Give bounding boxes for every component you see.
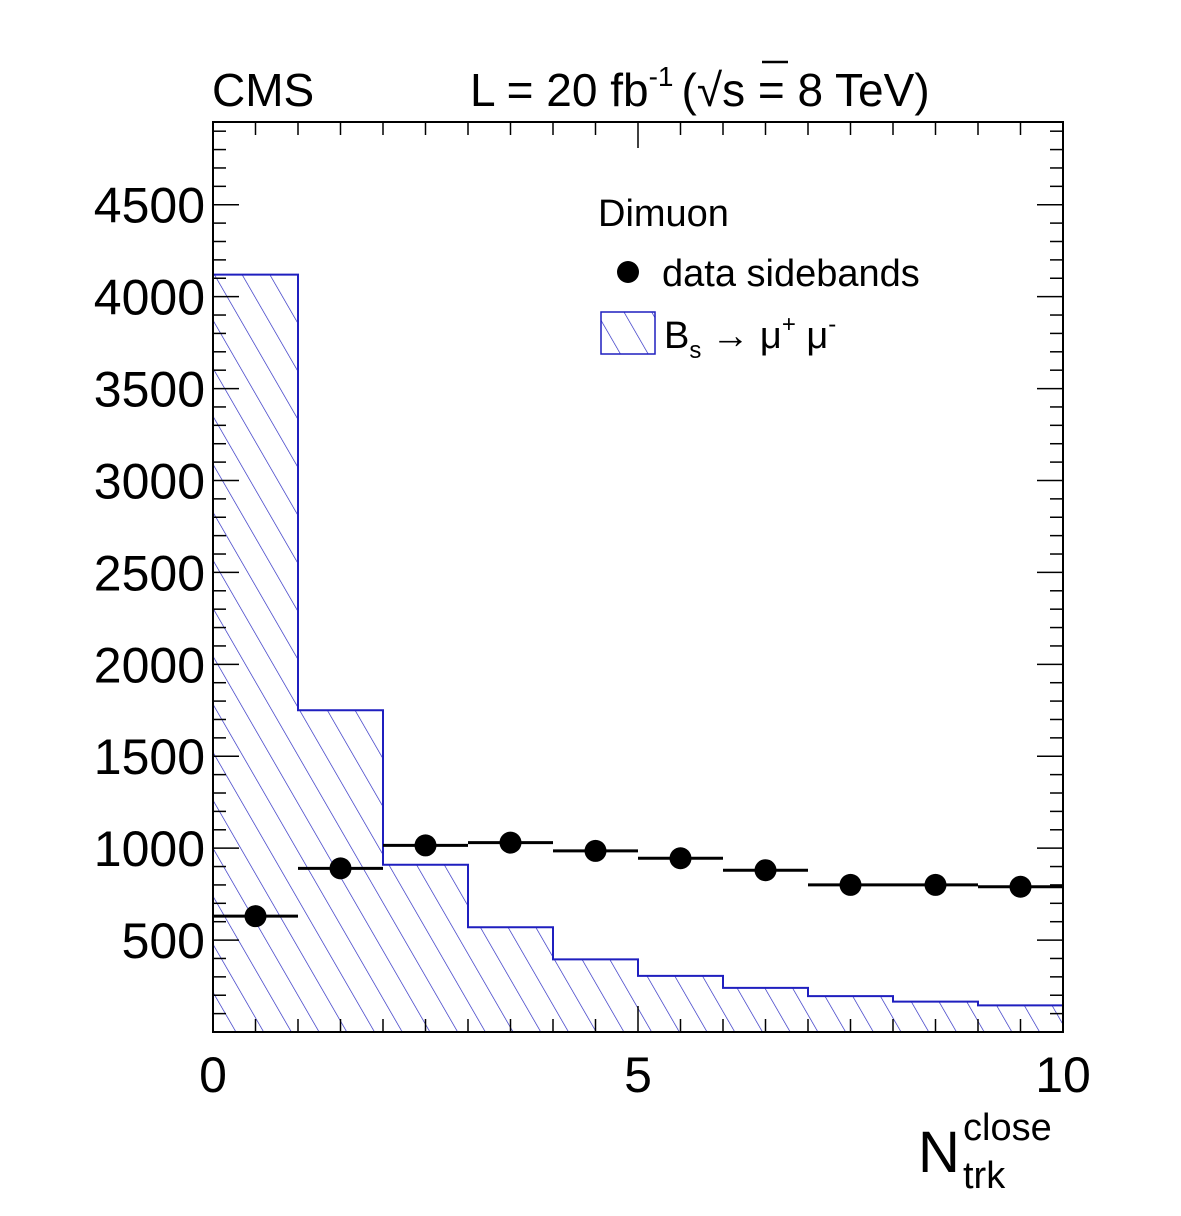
lumi-prefix: L = 20 fb <box>470 64 649 116</box>
lumi-exponent: -1 <box>649 61 674 92</box>
tick-labels-layer: 500 1000 1500 2000 2500 3000 3500 4000 4500 0 5 10 <box>94 178 1091 1103</box>
legend-mc-mid: μ <box>796 315 828 357</box>
legend-data-label: data sidebands <box>662 253 920 295</box>
legend-title: Dimuon <box>598 193 729 235</box>
y-tick-label: 500 <box>122 913 205 969</box>
legend: Dimuon data sidebands Bs → μ+ μ- <box>598 193 920 364</box>
legend-mc-arrow: → μ <box>711 315 781 357</box>
data-point-8 <box>839 873 862 896</box>
data-point-10 <box>1009 875 1032 898</box>
legend-mc-sup1: + <box>782 311 796 338</box>
y-tick-label: 1000 <box>94 821 205 877</box>
y-tick-label: 4000 <box>94 270 205 326</box>
y-tick-label: 2500 <box>94 545 205 601</box>
legend-mc-label: Bs → μ+ μ- <box>664 311 836 364</box>
axis-ticks-layer <box>212 122 1064 1032</box>
x-axis-title-superscript: close <box>963 1107 1052 1149</box>
y-tick-label: 1500 <box>94 729 205 785</box>
data-point-4 <box>499 831 522 854</box>
data-point-9 <box>924 873 947 896</box>
data-point-3 <box>414 834 437 857</box>
data-point-2 <box>329 857 352 880</box>
lumi-open-paren: ( <box>682 64 698 116</box>
x-tick-label: 10 <box>1035 1047 1091 1103</box>
legend-mc-swatch <box>600 311 656 355</box>
data-point-6 <box>669 847 692 870</box>
legend-mc-sup2: - <box>828 311 836 338</box>
y-tick-label: 3000 <box>94 453 205 509</box>
x-tick-label: 5 <box>624 1047 652 1103</box>
data-point-5 <box>584 839 607 862</box>
experiment-label: CMS <box>212 64 314 116</box>
x-axis-title-subscript: trk <box>963 1155 1006 1197</box>
data-point-1 <box>244 905 267 928</box>
legend-mc-sub: s <box>689 337 701 364</box>
legend-mc-b: B <box>664 315 689 357</box>
lumi-energy: s = 8 TeV) <box>722 64 930 116</box>
y-tick-label: 2000 <box>94 637 205 693</box>
lumi-label: L = 20 fb-1 (√s = 8 TeV) <box>470 61 930 116</box>
histogram-layer <box>212 273 1064 1033</box>
hist-bar-3 <box>383 864 468 1032</box>
hist-bar-4 <box>468 927 553 1032</box>
data-points-layer <box>213 831 1063 928</box>
x-axis-title: N <box>918 1120 960 1185</box>
legend-data-marker <box>617 261 639 283</box>
hist-outline <box>212 273 1064 1032</box>
data-point-7 <box>754 859 777 882</box>
y-tick-label: 4500 <box>94 178 205 234</box>
y-tick-label: 3500 <box>94 362 205 418</box>
sqrt-symbol: √ <box>697 64 723 116</box>
x-tick-label: 0 <box>199 1047 227 1103</box>
